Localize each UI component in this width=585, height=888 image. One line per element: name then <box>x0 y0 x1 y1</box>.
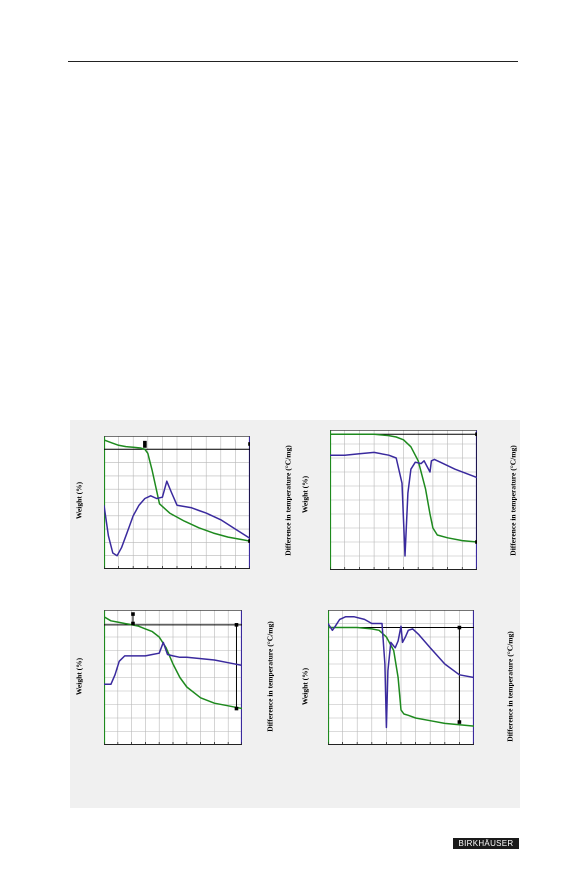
chart-3-y2label: Difference in temperature (°C/mg) <box>265 621 275 732</box>
data-marker <box>143 440 147 445</box>
chart-4-plot <box>328 610 474 745</box>
data-marker <box>131 621 135 626</box>
header-rule <box>68 61 518 62</box>
publisher-logo: BIRKHÄUSER <box>453 838 519 849</box>
chart-1-plot <box>104 436 250 569</box>
chart-1-y2label: Difference in temperature (°C/mg) <box>283 445 293 556</box>
data-marker <box>457 720 462 724</box>
data-marker <box>131 612 135 616</box>
chart-3-plot <box>104 610 242 745</box>
data-marker <box>475 432 477 436</box>
data-marker <box>248 539 250 543</box>
weight-curve <box>330 433 477 543</box>
chart-4-y2label: Difference in temperature (°C/mg) <box>505 631 515 742</box>
dta-curve <box>330 451 477 557</box>
dta-curve <box>104 641 242 686</box>
data-marker <box>457 625 462 630</box>
data-marker <box>475 540 477 544</box>
dta-curve <box>104 480 250 557</box>
data-marker <box>234 706 239 711</box>
data-marker <box>143 444 147 448</box>
grid <box>104 436 250 569</box>
weight-curve <box>328 626 474 727</box>
grid <box>104 610 242 745</box>
chart-2-ylabel: Weight (%) <box>300 475 310 514</box>
chart-1-ylabel: Weight (%) <box>74 481 84 520</box>
chart-2-y2label: Difference in temperature (°C/mg) <box>508 445 518 556</box>
chart-2-plot <box>330 430 477 570</box>
weight-curve <box>104 439 250 542</box>
data-marker <box>248 442 250 446</box>
data-marker <box>234 623 239 627</box>
chart-3-ylabel: Weight (%) <box>74 657 84 696</box>
dta-curve <box>328 616 474 729</box>
chart-4-ylabel: Weight (%) <box>300 667 310 706</box>
